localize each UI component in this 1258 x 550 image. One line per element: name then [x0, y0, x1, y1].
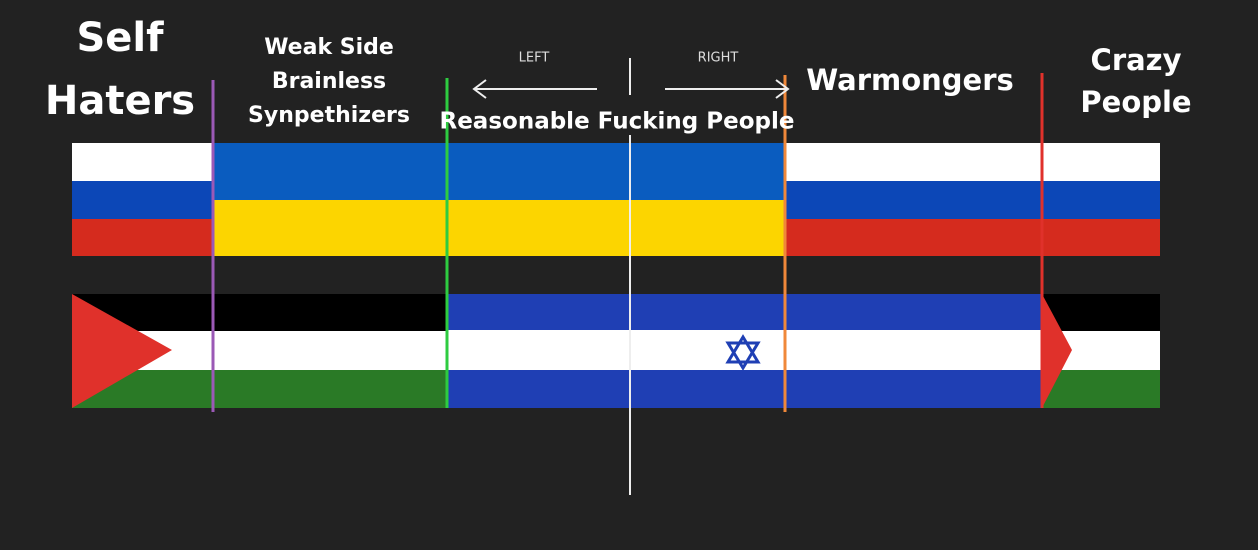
label: Weak Side — [264, 35, 394, 60]
stripe — [72, 143, 213, 181]
stripe — [1042, 370, 1160, 408]
top-flags — [72, 143, 1160, 256]
right-label: RIGHT — [698, 51, 739, 66]
star — [725, 334, 761, 371]
stripe — [213, 143, 785, 200]
label: Crazy — [1091, 43, 1182, 77]
bottom-flags — [72, 294, 1160, 408]
stripe — [1042, 294, 1160, 331]
stripe — [72, 370, 447, 408]
right-arrow — [665, 79, 790, 99]
label: People — [1080, 85, 1191, 119]
label: Warmongers — [806, 63, 1014, 97]
label: Reasonable Fucking People — [440, 109, 795, 135]
stripe — [785, 219, 1160, 256]
stripe — [785, 181, 1160, 219]
stripe — [72, 219, 213, 256]
stripe — [785, 143, 1160, 181]
triangle — [1042, 294, 1072, 408]
stripe — [72, 181, 213, 219]
stripe — [447, 294, 1042, 330]
label: Haters — [45, 78, 195, 124]
left-arrow — [472, 79, 597, 99]
stripe — [72, 294, 447, 331]
triangle — [72, 294, 172, 408]
label: Brainless — [272, 69, 386, 94]
stripe — [213, 200, 785, 256]
left-label: LEFT — [519, 51, 550, 66]
label: Synpethizers — [248, 103, 410, 128]
stripe — [447, 370, 1042, 408]
label: Self — [76, 15, 164, 61]
